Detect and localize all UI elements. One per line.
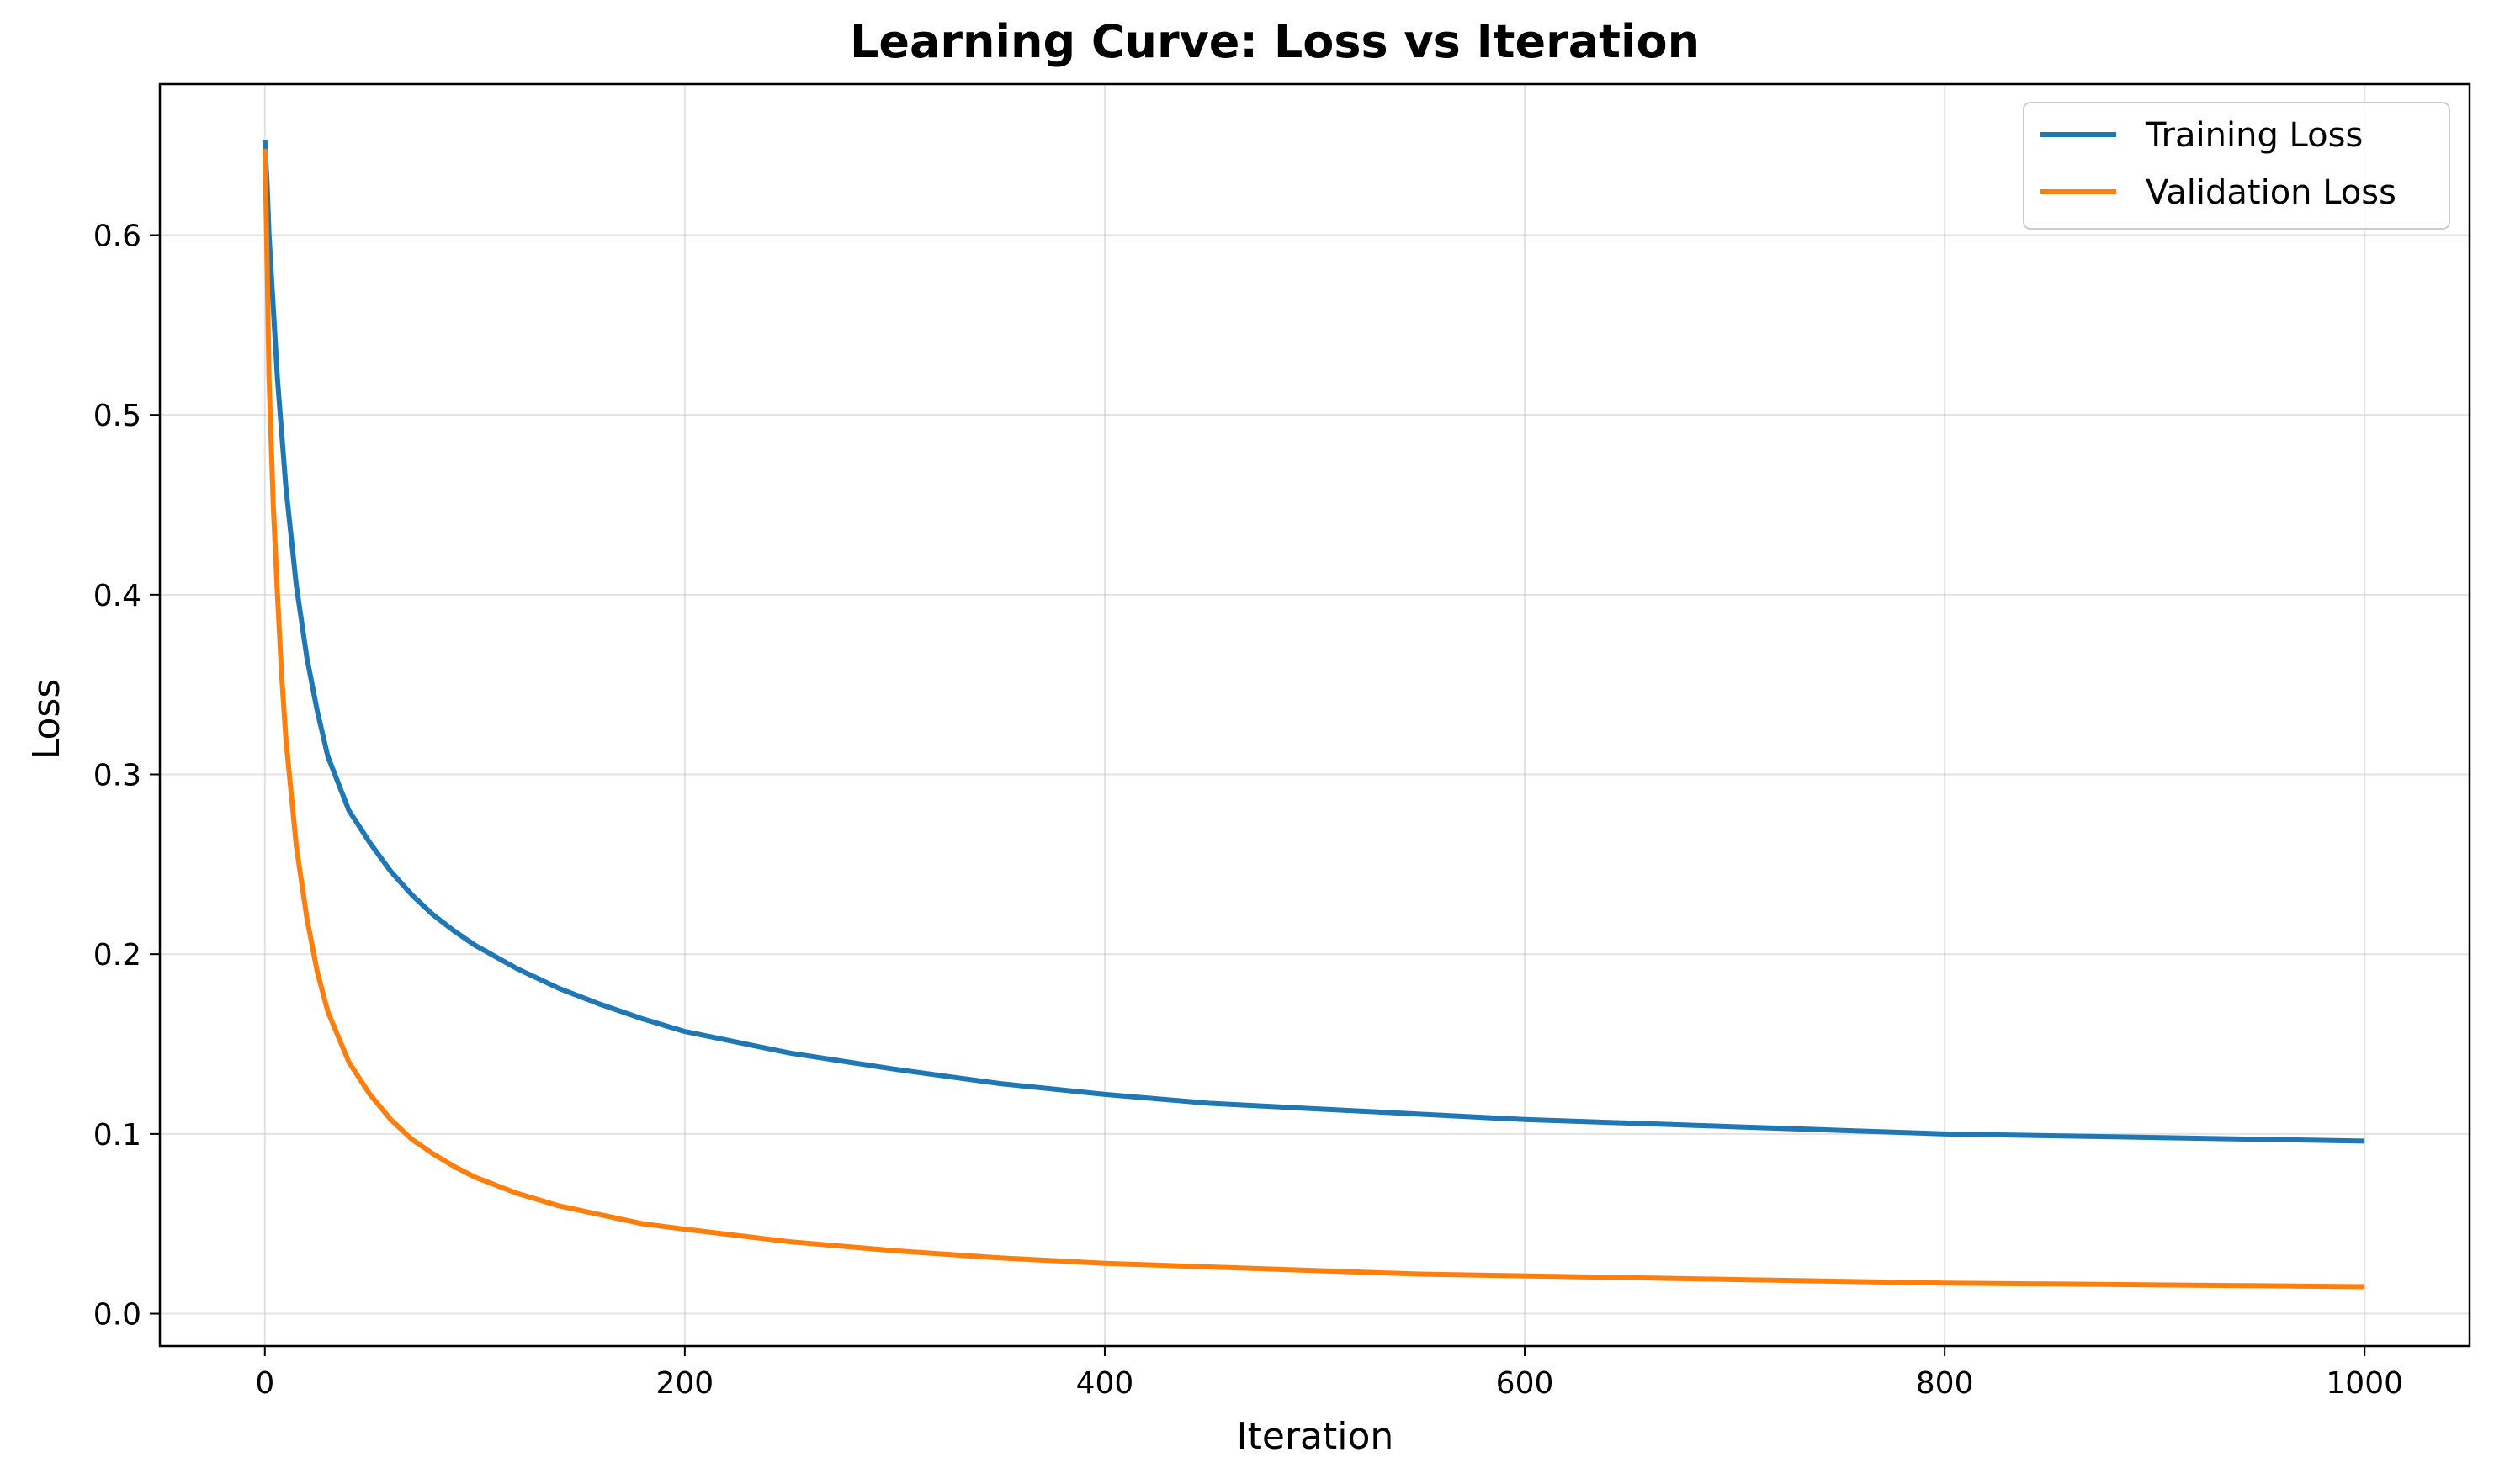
x-axis-ticks: 0 200 400 600 800 1000 xyxy=(255,1346,2403,1401)
grid xyxy=(160,84,2470,1346)
x-tick-label: 400 xyxy=(1076,1366,1134,1401)
y-tick-label: 0.5 xyxy=(93,399,141,433)
y-tick-label: 0.2 xyxy=(93,938,141,973)
x-tick-label: 800 xyxy=(1916,1366,1974,1401)
y-tick-label: 0.3 xyxy=(93,759,141,793)
x-tick-label: 0 xyxy=(255,1366,274,1401)
x-axis-label: Iteration xyxy=(1237,1415,1394,1458)
y-tick-label: 0.1 xyxy=(93,1118,141,1153)
chart-title: Learning Curve: Loss vs Iteration xyxy=(850,15,1700,68)
x-tick-label: 1000 xyxy=(2326,1366,2403,1401)
x-tick-label: 200 xyxy=(656,1366,714,1401)
x-tick-label: 600 xyxy=(1496,1366,1554,1401)
legend-label-training-loss: Training Loss xyxy=(2145,116,2363,155)
y-tick-label: 0.6 xyxy=(93,219,141,253)
plot-area-frame xyxy=(158,82,2471,1348)
series-line-validation-loss xyxy=(262,148,2365,1290)
legend: Training Loss Validation Loss xyxy=(2023,102,2450,230)
series-lines xyxy=(262,140,2365,1290)
legend-label-validation-loss: Validation Loss xyxy=(2146,173,2396,212)
y-axis-label: Loss xyxy=(25,679,68,761)
y-tick-label: 0.4 xyxy=(93,579,141,613)
legend-box xyxy=(2023,102,2450,230)
y-axis-ticks: 0.0 0.1 0.2 0.3 0.4 0.5 0.6 xyxy=(93,219,160,1333)
series-line-training-loss xyxy=(262,140,2365,1144)
y-tick-label: 0.0 xyxy=(93,1298,141,1333)
